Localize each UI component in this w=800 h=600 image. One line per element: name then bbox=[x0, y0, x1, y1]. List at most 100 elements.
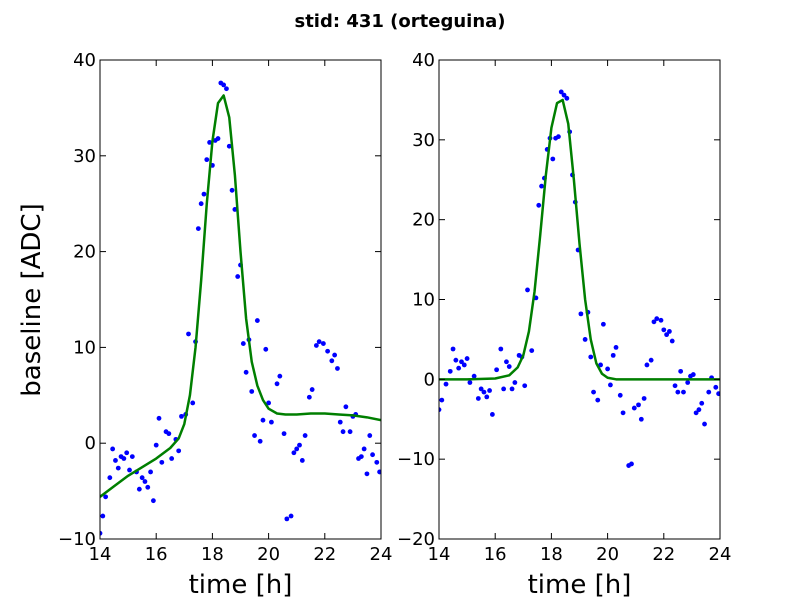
data-point bbox=[595, 397, 601, 403]
data-point bbox=[498, 346, 504, 352]
data-point bbox=[113, 458, 118, 463]
data-point bbox=[681, 389, 686, 395]
data-point bbox=[142, 479, 148, 484]
data-point bbox=[190, 400, 196, 406]
data-point bbox=[148, 469, 153, 475]
data-point bbox=[198, 201, 204, 207]
data-point bbox=[302, 433, 308, 438]
data-point bbox=[337, 419, 343, 425]
data-point bbox=[277, 373, 283, 379]
data-point bbox=[136, 486, 142, 492]
data-point bbox=[325, 348, 331, 354]
data-point bbox=[284, 516, 290, 522]
data-point bbox=[156, 415, 162, 421]
data-point bbox=[638, 416, 644, 422]
plot-area bbox=[100, 80, 381, 536]
data-point bbox=[249, 389, 255, 394]
data-point bbox=[608, 382, 613, 388]
data-point bbox=[229, 187, 235, 193]
data-point bbox=[347, 429, 353, 435]
data-point bbox=[481, 389, 487, 395]
data-point bbox=[600, 321, 606, 327]
data-point bbox=[367, 433, 373, 438]
data-point bbox=[613, 345, 619, 350]
data-point bbox=[591, 389, 596, 395]
data-point bbox=[215, 136, 221, 141]
x-tick-label: 18 bbox=[540, 544, 563, 565]
data-point bbox=[658, 317, 664, 323]
data-point bbox=[467, 380, 473, 385]
data-point bbox=[631, 405, 637, 411]
data-point bbox=[439, 397, 445, 403]
data-point bbox=[110, 446, 116, 452]
data-point bbox=[484, 394, 490, 400]
y-tick-label: −10 bbox=[397, 449, 435, 470]
data-point bbox=[313, 343, 319, 348]
data-point bbox=[690, 372, 696, 377]
x-tick-label: 24 bbox=[709, 544, 732, 565]
data-point bbox=[240, 341, 246, 346]
x-tick-label: 16 bbox=[484, 544, 507, 565]
data-point bbox=[129, 454, 135, 460]
data-point bbox=[506, 364, 512, 369]
data-point bbox=[716, 391, 720, 397]
data-point bbox=[153, 442, 159, 448]
data-point bbox=[316, 339, 322, 345]
data-point bbox=[478, 386, 484, 392]
data-point bbox=[664, 332, 670, 338]
data-point bbox=[269, 419, 274, 425]
data-point bbox=[641, 396, 647, 401]
figure-title: stid: 431 (orteguina) bbox=[294, 11, 505, 32]
data-point bbox=[263, 346, 269, 352]
y-tick-label: 40 bbox=[73, 50, 96, 71]
y-tick-label: 20 bbox=[73, 242, 96, 263]
data-point bbox=[169, 456, 175, 461]
x-tick-label: 16 bbox=[145, 544, 168, 565]
x-tick-label: 14 bbox=[428, 544, 451, 565]
data-point bbox=[309, 387, 315, 392]
data-point bbox=[620, 410, 626, 416]
y-tick-label: 10 bbox=[73, 337, 96, 358]
data-point bbox=[693, 410, 699, 416]
x-axis-label: time [h] bbox=[189, 570, 293, 600]
data-point bbox=[605, 366, 610, 372]
plot-area bbox=[439, 89, 720, 468]
data-point bbox=[361, 446, 367, 452]
data-point bbox=[610, 352, 616, 358]
data-point bbox=[558, 89, 564, 95]
data-point bbox=[100, 513, 106, 519]
data-point bbox=[471, 373, 477, 379]
data-point bbox=[121, 456, 127, 461]
data-point bbox=[536, 202, 542, 208]
data-point bbox=[644, 362, 650, 368]
x-tick-label: 20 bbox=[257, 544, 280, 565]
data-point bbox=[672, 383, 678, 389]
data-point bbox=[699, 400, 705, 406]
data-point bbox=[648, 357, 654, 363]
data-point bbox=[343, 404, 349, 410]
data-point bbox=[335, 366, 340, 371]
data-point bbox=[320, 341, 326, 346]
axes-frame bbox=[438, 59, 721, 540]
data-point bbox=[550, 156, 556, 162]
data-point bbox=[179, 413, 184, 419]
x-axis-label: time [h] bbox=[528, 570, 632, 600]
data-point bbox=[489, 412, 495, 417]
data-point bbox=[539, 183, 544, 189]
data-point bbox=[696, 407, 702, 413]
data-point bbox=[329, 358, 335, 364]
data-point bbox=[124, 450, 130, 456]
x-tick-label: 24 bbox=[370, 544, 393, 565]
data-point bbox=[529, 348, 535, 353]
x-tick-label: 20 bbox=[596, 544, 619, 565]
y-tick-label: 30 bbox=[412, 130, 435, 151]
data-point bbox=[145, 484, 151, 490]
data-point bbox=[706, 389, 712, 395]
data-point bbox=[159, 459, 165, 465]
left-subplot: 14 16 18 20 22 24 −10 0 10 20 30 40 time [h] bbox=[58, 50, 392, 600]
right-subplot: 14 16 18 20 22 24 −20 −10 0 10 20 30 40 time [h] bbox=[397, 50, 731, 600]
x-tick-label: 18 bbox=[201, 544, 224, 565]
data-point bbox=[374, 459, 380, 465]
y-tick-label: 10 bbox=[412, 290, 435, 311]
